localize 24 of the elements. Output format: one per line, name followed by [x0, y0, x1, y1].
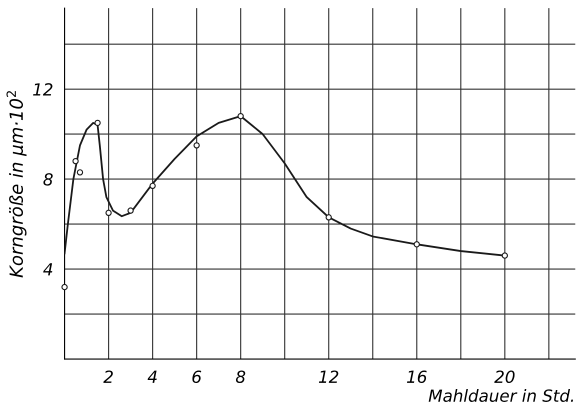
- point: [72, 158, 79, 164]
- point: [105, 210, 112, 216]
- x-tick-label: 6: [192, 370, 202, 384]
- x-tick-label: 12: [318, 370, 338, 383]
- point: [94, 120, 101, 126]
- x-tick-label: 16: [406, 370, 427, 384]
- point: [238, 112, 244, 120]
- y-tick-label: 12: [33, 83, 52, 96]
- y-axis-title: Korngröße in µm·10$^{2}$: [6, 91, 27, 278]
- point: [127, 207, 134, 214]
- x-tick-label: 8: [236, 370, 246, 384]
- point: [149, 182, 156, 189]
- x-tick-label: 2: [103, 370, 113, 383]
- point: [76, 169, 84, 176]
- point: [414, 241, 420, 248]
- point: [61, 284, 68, 290]
- x-tick-label: 4: [148, 370, 157, 383]
- point: [502, 252, 508, 259]
- point: [193, 142, 200, 149]
- y-tick-label: 4: [43, 263, 52, 276]
- y-tick-label: 8: [43, 173, 53, 186]
- x-tick-label: 20: [494, 370, 515, 384]
- x-axis-title: Mahldauer in Std.: [428, 389, 574, 402]
- point: [326, 214, 332, 220]
